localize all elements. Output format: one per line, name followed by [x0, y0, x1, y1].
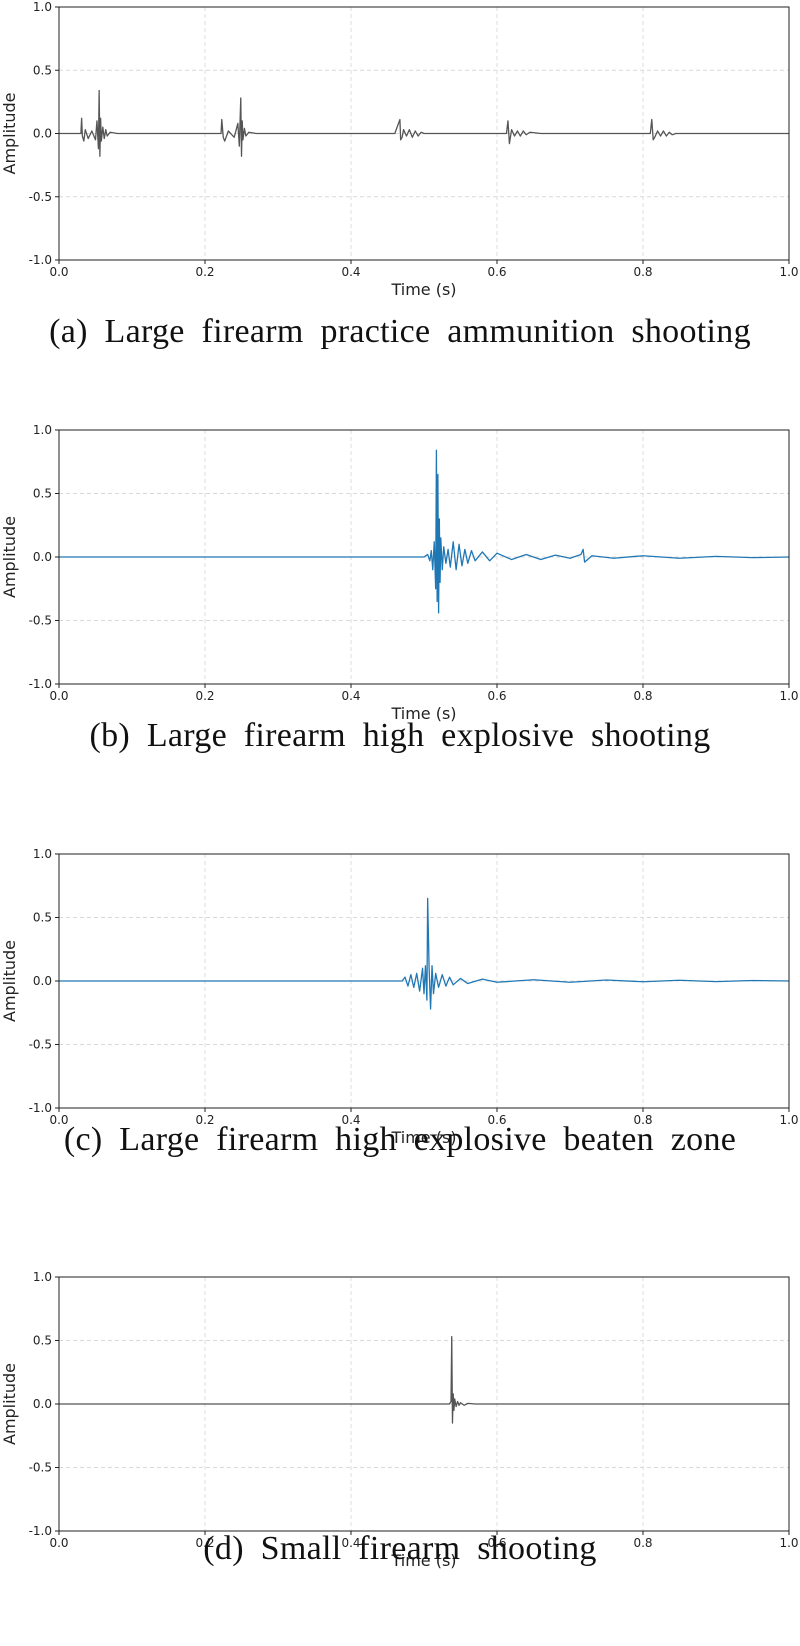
y-tick-label: 0.5	[33, 487, 52, 501]
y-tick-label: 1.0	[33, 0, 52, 14]
caption-a: (a) Large firearm practice ammunition sh…	[49, 313, 751, 350]
x-axis-label: Time (s)	[390, 1128, 456, 1147]
y-tick-label: 0.0	[33, 550, 52, 564]
chart-1: 0.0 0.2 0.4 0.6 0.8 1.0 1.0 0.5 0.0 -0.5 -1.0 Time …	[0, 423, 799, 723]
x-tick-label: 0.6	[487, 1536, 506, 1550]
x-tick-label: 0.6	[487, 689, 506, 703]
y-axis-label: Amplitude	[0, 940, 19, 1022]
x-tick-label: 0.0	[49, 265, 68, 279]
y-axis-label: Amplitude	[0, 93, 19, 175]
x-tick-label: 0.2	[195, 265, 214, 279]
x-tick-label: 0.8	[633, 1536, 652, 1550]
y-tick-label: -1.0	[29, 1524, 52, 1538]
x-tick-label: 0.4	[341, 1113, 360, 1127]
chart-0: 0.0 0.2 0.4 0.6 0.8 1.0 1.0 0.5 0.0 -0.5 -1.0 Time …	[0, 0, 799, 299]
y-tick-label: -0.5	[29, 1038, 52, 1052]
x-tick-label: 1.0	[779, 1113, 798, 1127]
x-tick-label: 1.0	[779, 265, 798, 279]
y-tick-label: 0.0	[33, 974, 52, 988]
y-tick-label: 0.5	[33, 63, 52, 77]
x-tick-label: 0.0	[49, 689, 68, 703]
chart-3: 0.0 0.2 0.4 0.6 0.8 1.0 1.0 0.5 0.0 -0.5 -1.0 Time …	[0, 1270, 799, 1570]
x-tick-label: 0.2	[195, 1536, 214, 1550]
x-tick-label: 0.0	[49, 1113, 68, 1127]
series-line	[59, 449, 790, 614]
series-line	[59, 1336, 789, 1424]
x-tick-label: 1.0	[779, 689, 798, 703]
y-tick-label: -1.0	[29, 253, 52, 267]
x-tick-label: 0.4	[341, 1536, 360, 1550]
caption-c: (c) Large firearm high explosive beaten …	[63, 1121, 737, 1158]
x-tick-label: 0.6	[487, 265, 506, 279]
chart-2: 0.0 0.2 0.4 0.6 0.8 1.0 1.0 0.5 0.0 -0.5 -1.0 Time …	[0, 847, 799, 1147]
x-tick-label: 0.4	[341, 689, 360, 703]
x-tick-label: 1.0	[779, 1536, 798, 1550]
y-axis-label: Amplitude	[0, 1363, 19, 1445]
y-axis-label: Amplitude	[0, 516, 19, 598]
x-tick-label: 0.6	[487, 1113, 506, 1127]
y-tick-label: 1.0	[33, 1270, 52, 1284]
x-axis-label: Time (s)	[390, 1551, 456, 1570]
series-line	[59, 89, 789, 157]
x-tick-label: 0.2	[195, 689, 214, 703]
caption-d: (d) Small firearm shooting	[203, 1530, 597, 1567]
y-tick-label: 0.0	[33, 127, 52, 141]
x-tick-label: 0.8	[633, 265, 652, 279]
x-tick-label: 0.8	[633, 1113, 652, 1127]
y-tick-label: 0.5	[33, 911, 52, 925]
x-tick-label: 0.2	[195, 1113, 214, 1127]
y-tick-label: -0.5	[29, 190, 52, 204]
y-tick-label: -1.0	[29, 1101, 52, 1115]
x-tick-label: 0.0	[49, 1536, 68, 1550]
y-tick-label: 1.0	[33, 423, 52, 437]
x-axis-label: Time (s)	[390, 280, 456, 299]
y-tick-label: -0.5	[29, 1461, 52, 1475]
y-tick-label: 1.0	[33, 847, 52, 861]
y-tick-label: -1.0	[29, 677, 52, 691]
y-tick-label: 0.5	[33, 1334, 52, 1348]
y-tick-label: -0.5	[29, 614, 52, 628]
x-axis-label: Time (s)	[390, 704, 456, 723]
series-line	[59, 897, 790, 1010]
x-tick-label: 0.4	[341, 265, 360, 279]
y-tick-label: 0.0	[33, 1397, 52, 1411]
x-tick-label: 0.8	[633, 689, 652, 703]
caption-b: (b) Large firearm high explosive shootin…	[89, 717, 711, 754]
